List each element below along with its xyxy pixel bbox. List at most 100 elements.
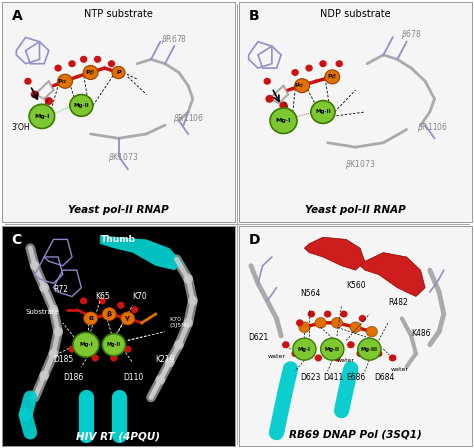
Circle shape bbox=[24, 78, 32, 85]
Circle shape bbox=[83, 65, 98, 79]
Circle shape bbox=[296, 319, 303, 326]
Text: D186: D186 bbox=[63, 373, 83, 382]
Circle shape bbox=[350, 322, 361, 332]
Text: β: β bbox=[107, 311, 112, 317]
Circle shape bbox=[311, 101, 335, 123]
Circle shape bbox=[99, 297, 106, 304]
Text: α: α bbox=[88, 315, 93, 321]
Text: K65: K65 bbox=[95, 292, 110, 301]
Text: Mg·I: Mg·I bbox=[79, 342, 93, 347]
Circle shape bbox=[320, 338, 344, 360]
Circle shape bbox=[124, 346, 131, 353]
Text: Substrate: Substrate bbox=[26, 309, 59, 315]
Text: Mg·II: Mg·II bbox=[325, 347, 340, 352]
Circle shape bbox=[299, 322, 310, 332]
Circle shape bbox=[94, 56, 101, 63]
Text: Mg·III: Mg·III bbox=[361, 347, 378, 352]
Text: $\beta$R678: $\beta$R678 bbox=[161, 33, 187, 46]
Text: D: D bbox=[249, 233, 260, 247]
Circle shape bbox=[340, 310, 347, 318]
Text: water: water bbox=[390, 367, 408, 372]
Circle shape bbox=[389, 354, 397, 362]
Circle shape bbox=[265, 95, 274, 103]
Text: water: water bbox=[337, 358, 355, 363]
Text: D110: D110 bbox=[123, 373, 144, 382]
Circle shape bbox=[324, 310, 331, 318]
Text: $\beta$K1073: $\beta$K1073 bbox=[108, 151, 138, 164]
Circle shape bbox=[331, 318, 343, 328]
Text: K560: K560 bbox=[346, 281, 366, 290]
Text: P$\beta$: P$\beta$ bbox=[85, 68, 96, 77]
Circle shape bbox=[68, 60, 76, 67]
Text: NTP substrate: NTP substrate bbox=[84, 9, 153, 19]
Text: E686: E686 bbox=[346, 373, 365, 382]
Text: K486: K486 bbox=[411, 329, 431, 338]
Text: Yeast pol-II RNAP: Yeast pol-II RNAP bbox=[68, 205, 169, 215]
Text: 3'OH: 3'OH bbox=[12, 123, 30, 132]
Text: R72: R72 bbox=[54, 285, 68, 294]
Circle shape bbox=[80, 56, 87, 63]
Circle shape bbox=[305, 65, 313, 72]
Circle shape bbox=[70, 95, 93, 116]
Text: Mg·I: Mg·I bbox=[276, 118, 291, 123]
Circle shape bbox=[29, 104, 55, 129]
Polygon shape bbox=[100, 235, 183, 270]
Circle shape bbox=[356, 350, 364, 357]
Circle shape bbox=[375, 350, 383, 357]
Circle shape bbox=[58, 74, 73, 88]
Text: $\beta$R1106: $\beta$R1106 bbox=[173, 112, 204, 125]
Text: C: C bbox=[12, 233, 22, 247]
Text: P$\alpha$: P$\alpha$ bbox=[294, 82, 305, 90]
Text: N564: N564 bbox=[300, 289, 320, 298]
Circle shape bbox=[102, 307, 116, 321]
Circle shape bbox=[68, 346, 76, 353]
Text: P: P bbox=[116, 70, 121, 75]
Text: γ: γ bbox=[125, 315, 130, 321]
Circle shape bbox=[315, 318, 326, 328]
Circle shape bbox=[282, 341, 290, 349]
Circle shape bbox=[333, 354, 341, 362]
Circle shape bbox=[319, 60, 327, 67]
Text: D411: D411 bbox=[323, 373, 343, 382]
Circle shape bbox=[358, 338, 381, 360]
Text: Mg·II: Mg·II bbox=[73, 103, 89, 108]
Circle shape bbox=[108, 60, 115, 67]
Circle shape bbox=[55, 65, 62, 72]
Text: D621: D621 bbox=[249, 333, 269, 342]
Text: $\beta$K1073: $\beta$K1073 bbox=[345, 158, 375, 171]
Text: R482: R482 bbox=[388, 298, 408, 307]
Circle shape bbox=[264, 78, 271, 85]
Text: P$\alpha$: P$\alpha$ bbox=[57, 77, 68, 85]
Text: NDP substrate: NDP substrate bbox=[320, 9, 391, 19]
Text: K219: K219 bbox=[155, 355, 175, 364]
Circle shape bbox=[366, 326, 377, 337]
Circle shape bbox=[73, 332, 99, 357]
Circle shape bbox=[83, 312, 98, 325]
Circle shape bbox=[117, 302, 125, 309]
Text: K70
(3J5M): K70 (3J5M) bbox=[170, 318, 190, 328]
Circle shape bbox=[110, 354, 118, 362]
Text: A: A bbox=[12, 9, 22, 23]
Circle shape bbox=[315, 354, 322, 362]
Text: $\beta$R1106: $\beta$R1106 bbox=[417, 121, 448, 134]
Circle shape bbox=[131, 306, 138, 313]
Text: RB69 DNAP Pol (3SQ1): RB69 DNAP Pol (3SQ1) bbox=[289, 429, 422, 439]
Circle shape bbox=[31, 90, 39, 99]
Circle shape bbox=[45, 97, 53, 105]
Text: B: B bbox=[249, 9, 259, 23]
Circle shape bbox=[102, 334, 126, 356]
Text: Mg·I: Mg·I bbox=[34, 114, 50, 119]
Circle shape bbox=[292, 350, 299, 357]
Circle shape bbox=[325, 70, 340, 84]
Text: Mg·II: Mg·II bbox=[315, 109, 331, 115]
Polygon shape bbox=[360, 253, 425, 297]
Text: Mg·II: Mg·II bbox=[107, 342, 121, 347]
Text: K70: K70 bbox=[132, 292, 147, 301]
Circle shape bbox=[293, 338, 316, 360]
Circle shape bbox=[80, 297, 87, 304]
Polygon shape bbox=[304, 237, 365, 270]
Text: D684: D684 bbox=[374, 373, 394, 382]
Circle shape bbox=[359, 315, 366, 322]
Text: Yeast pol-II RNAP: Yeast pol-II RNAP bbox=[305, 205, 406, 215]
Text: water: water bbox=[267, 354, 285, 359]
